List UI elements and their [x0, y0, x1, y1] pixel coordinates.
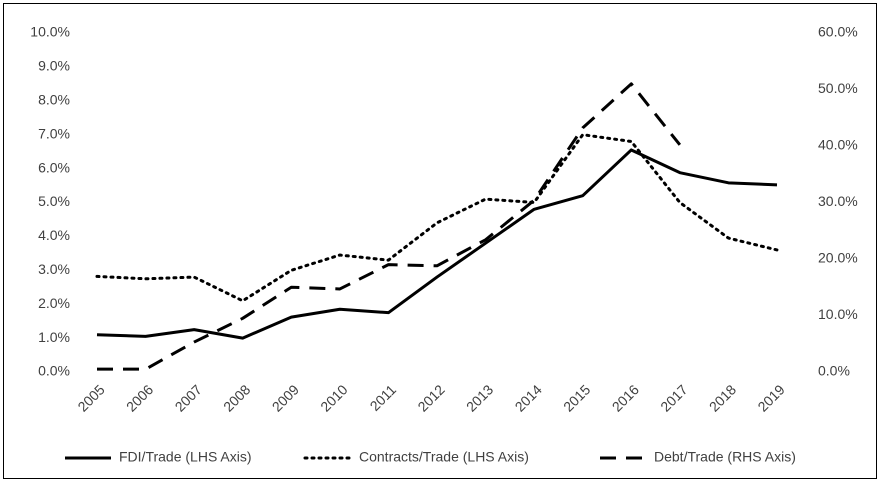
- y-tick-label: 1.0%: [38, 329, 70, 345]
- legend-label: Debt/Trade (RHS Axis): [654, 449, 796, 465]
- y2-tick-label: 60.0%: [818, 24, 858, 40]
- y-tick-label: 5.0%: [38, 193, 70, 209]
- y2-tick-label: 20.0%: [818, 250, 858, 266]
- y2-tick-label: 30.0%: [818, 193, 858, 209]
- y-tick-label: 10.0%: [30, 24, 70, 40]
- y2-tick-label: 10.0%: [818, 306, 858, 322]
- y-tick-label: 3.0%: [38, 261, 70, 277]
- y-tick-label: 0.0%: [38, 363, 70, 379]
- y-tick-label: 8.0%: [38, 92, 70, 108]
- y-tick-label: 2.0%: [38, 295, 70, 311]
- chart-border: [3, 3, 877, 479]
- legend-label: FDI/Trade (LHS Axis): [119, 449, 252, 465]
- series-line: [97, 82, 682, 371]
- y2-tick-label: 50.0%: [818, 80, 858, 96]
- y-tick-label: 9.0%: [38, 58, 70, 74]
- series-line: [96, 148, 778, 340]
- y-tick-label: 7.0%: [38, 125, 70, 141]
- y-tick-label: 4.0%: [38, 227, 70, 243]
- y2-tick-label: 40.0%: [818, 137, 858, 153]
- series-line: [95, 133, 779, 303]
- y-tick-label: 6.0%: [38, 159, 70, 175]
- y2-tick-label: 0.0%: [818, 363, 850, 379]
- legend-label: Contracts/Trade (LHS Axis): [359, 449, 529, 465]
